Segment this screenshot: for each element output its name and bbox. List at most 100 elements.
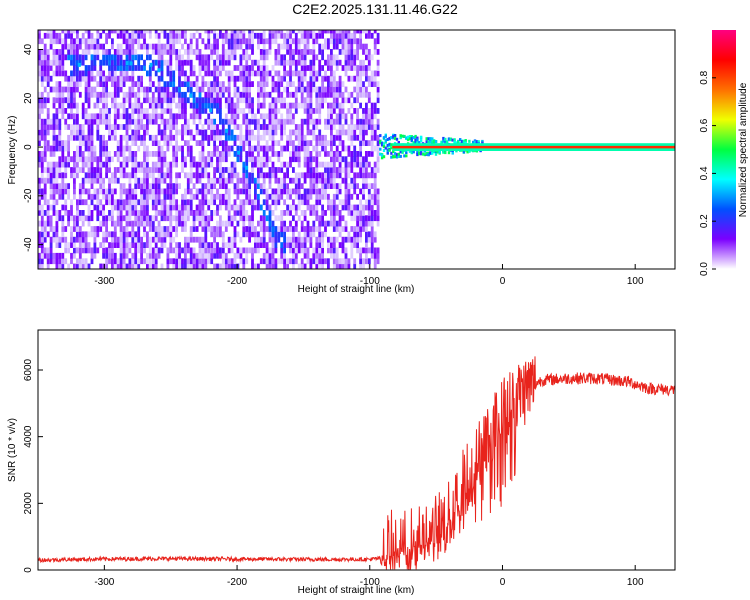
spectrogram-cell	[271, 30, 275, 34]
spectrogram-cell	[213, 167, 216, 173]
spectrogram-cell	[236, 97, 240, 104]
spectrogram-cell	[84, 91, 88, 98]
spectrogram-cell	[113, 70, 117, 77]
spectrogram-cell	[248, 193, 251, 200]
spectrogram-cell	[70, 70, 73, 77]
snr-frame	[37, 329, 676, 571]
spectrogram-cell	[166, 43, 170, 50]
spectrogram-cell	[140, 134, 143, 141]
spectrogram-cell	[70, 113, 73, 120]
spectrogram-cell	[332, 54, 336, 61]
spectrogram-cell	[128, 86, 132, 93]
spectrogram-cell	[254, 199, 257, 206]
spectrogram-cell	[265, 263, 269, 269]
spectrogram-cell	[40, 38, 44, 45]
spectrogram-cell	[160, 43, 164, 50]
spectrogram-cell	[143, 43, 146, 50]
spectrogram-cell	[312, 54, 316, 61]
spectrogram-cell	[268, 172, 272, 179]
spectrogram-cell	[245, 183, 249, 189]
spectrogram-cell	[233, 226, 237, 232]
spectrogram-cell	[58, 258, 62, 265]
spectrogram-cell	[362, 204, 365, 211]
spectrogram-cell	[81, 129, 85, 136]
spectrogram-cell	[52, 204, 56, 211]
spectrogram-cell	[347, 38, 351, 45]
spectrogram-cell	[181, 65, 184, 71]
spectrogram-cell	[300, 247, 304, 254]
spectrogram-cell	[242, 32, 246, 39]
spectrogram-cell	[315, 32, 319, 39]
spectrogram-cell	[221, 81, 225, 87]
spectrogram-cell	[367, 204, 371, 211]
spectrogram-cell	[350, 167, 354, 173]
spectrogram-cell	[52, 113, 56, 120]
colorbar-tick-label: 0.4	[699, 166, 710, 180]
spectrogram-cell	[242, 263, 246, 269]
spectrogram-cell	[292, 113, 295, 120]
spectrogram-cell	[172, 188, 176, 195]
spectrogram-cell	[61, 215, 65, 222]
spectrogram-cell	[178, 65, 181, 71]
spectrogram-cell	[146, 70, 149, 77]
spectrogram-cell	[175, 91, 178, 98]
spectrogram-cell	[184, 32, 187, 39]
spectrogram-cell	[289, 210, 292, 216]
spectrogram-cell	[318, 151, 322, 157]
spectrogram-cell	[338, 231, 342, 238]
spectrogram-cell	[330, 156, 333, 163]
spectrogram-cell	[122, 108, 126, 114]
spectrogram-cell	[134, 263, 138, 269]
spectrogram-cell	[64, 32, 68, 39]
spectrogram-cell	[353, 75, 357, 82]
spectrogram-cell	[341, 43, 345, 50]
spectrogram-cell	[76, 231, 79, 238]
spectrogram-cell	[239, 97, 243, 104]
spectrogram-cell	[46, 204, 50, 211]
spectrogram-cell	[201, 134, 205, 141]
spectrogram-cell	[315, 75, 319, 82]
spectrogram-cell	[184, 97, 187, 104]
spectrogram-cell	[137, 86, 141, 93]
spectrogram-cell	[373, 145, 377, 152]
spectrogram-cell	[300, 118, 304, 125]
spectrogram-cell	[350, 54, 354, 61]
spectrogram-cell	[166, 167, 170, 173]
spectrogram-cell	[318, 86, 322, 93]
spectrogram-cell	[40, 70, 44, 77]
spectrogram-cell	[81, 220, 85, 227]
spectrogram-cell	[186, 49, 190, 55]
spectrogram-carrier-cell	[379, 147, 382, 151]
colorbar-ticks: 0.00.20.40.60.8	[699, 70, 716, 276]
spectrogram-cell	[245, 49, 249, 55]
spectrogram-cell	[189, 86, 193, 93]
spectrogram-cell	[330, 215, 333, 222]
spectrogram-cell	[373, 188, 377, 195]
spectrogram-cell	[116, 54, 120, 61]
spectrogram-cell	[204, 81, 208, 87]
spectrogram-cell	[140, 252, 143, 259]
spectrogram-cell	[221, 145, 225, 152]
spectrogram-carrier-cell	[440, 140, 443, 144]
spectrogram-cell	[248, 54, 251, 61]
spectrogram-cell	[111, 124, 114, 130]
spectrogram-cell	[330, 32, 333, 39]
spectrogram-cell	[70, 32, 73, 39]
spectrogram-cell	[303, 108, 307, 114]
spectrogram-cell	[96, 204, 100, 211]
spectrogram-cell	[78, 156, 82, 163]
spectrogram-y-tick-label: -40	[23, 237, 34, 252]
spectrogram-cell	[131, 226, 135, 232]
spectrogram-cell	[146, 156, 149, 163]
spectrogram-cell	[359, 172, 362, 179]
spectrogram-cell	[248, 140, 251, 146]
spectrogram-cell	[257, 124, 260, 130]
spectrogram-cell	[108, 108, 111, 114]
spectrogram-cell	[186, 210, 190, 216]
spectrogram-cell	[207, 43, 211, 50]
spectrogram-carrier-cell	[408, 135, 412, 138]
spectrogram-cell	[189, 49, 193, 55]
spectrogram-cell	[265, 81, 269, 87]
spectrogram-cell	[367, 231, 371, 238]
spectrogram-cell	[289, 81, 292, 87]
